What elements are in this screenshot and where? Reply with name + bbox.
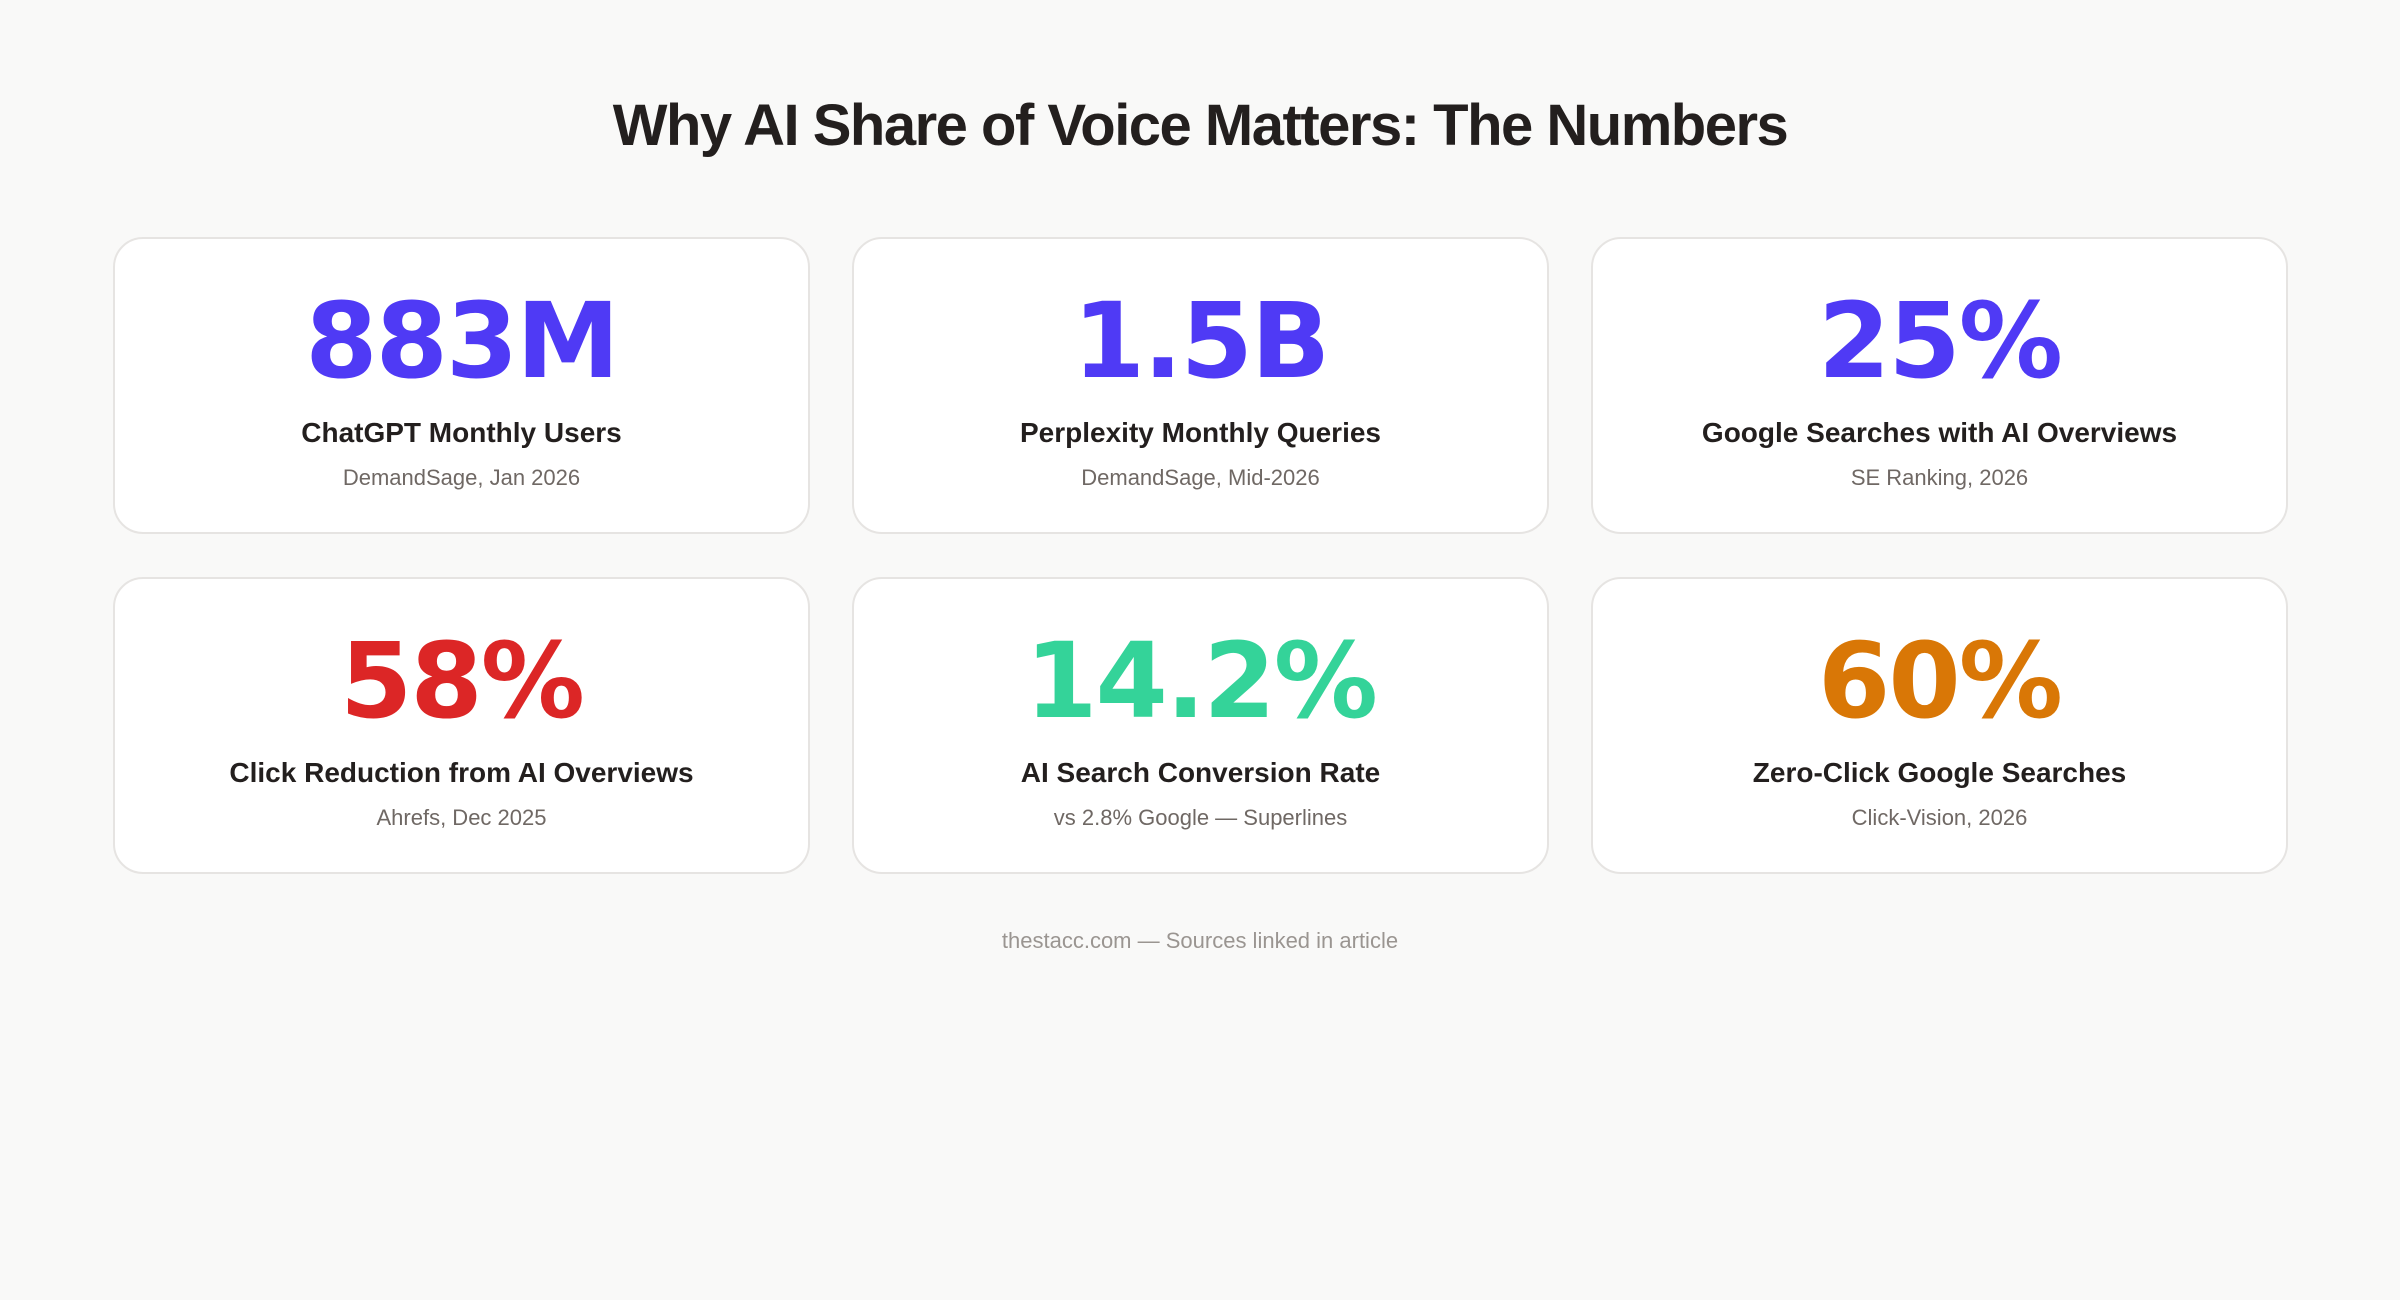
stat-label: Google Searches with AI Overviews [1701,417,2178,448]
stats-grid: 883M ChatGPT Monthly Users DemandSage, J… [113,237,2288,874]
stat-card-ai-overviews: 25% Google Searches with AI Overviews SE… [1591,237,2288,534]
stat-value: 1.5B [1072,280,1331,402]
stat-source: DemandSage, Mid-2026 [1081,465,1320,490]
stat-source: DemandSage, Jan 2026 [342,465,581,490]
stat-card-perplexity-queries: 1.5B Perplexity Monthly Queries DemandSa… [852,237,1549,534]
stat-card-conversion-rate: 14.2% AI Search Conversion Rate vs 2.8% … [852,577,1549,874]
stat-value: 883M [305,280,620,402]
stat-label: AI Search Conversion Rate [1020,757,1381,788]
stat-source: SE Ranking, 2026 [1850,465,2029,490]
stat-label: Zero-Click Google Searches [1752,757,2127,788]
stat-value: 60% [1818,620,2063,742]
stat-card-chatgpt-users: 883M ChatGPT Monthly Users DemandSage, J… [113,237,810,534]
stat-source: vs 2.8% Google — Superlines [1053,805,1348,830]
footer-credit: thestacc.com — Sources linked in article [1001,928,1399,953]
stat-value: 25% [1818,280,2063,402]
stat-label: Click Reduction from AI Overviews [229,757,694,788]
stat-value: 14.2% [1025,620,1378,742]
stat-card-zero-click: 60% Zero-Click Google Searches Click-Vis… [1591,577,2288,874]
stat-source: Ahrefs, Dec 2025 [376,805,547,830]
stat-value: 58% [340,620,585,742]
stat-label: Perplexity Monthly Queries [1020,417,1381,448]
stat-card-click-reduction: 58% Click Reduction from AI Overviews Ah… [113,577,810,874]
page-title: Why AI Share of Voice Matters: The Numbe… [612,93,1789,158]
stat-label: ChatGPT Monthly Users [301,417,622,448]
stat-source: Click-Vision, 2026 [1851,805,2028,830]
